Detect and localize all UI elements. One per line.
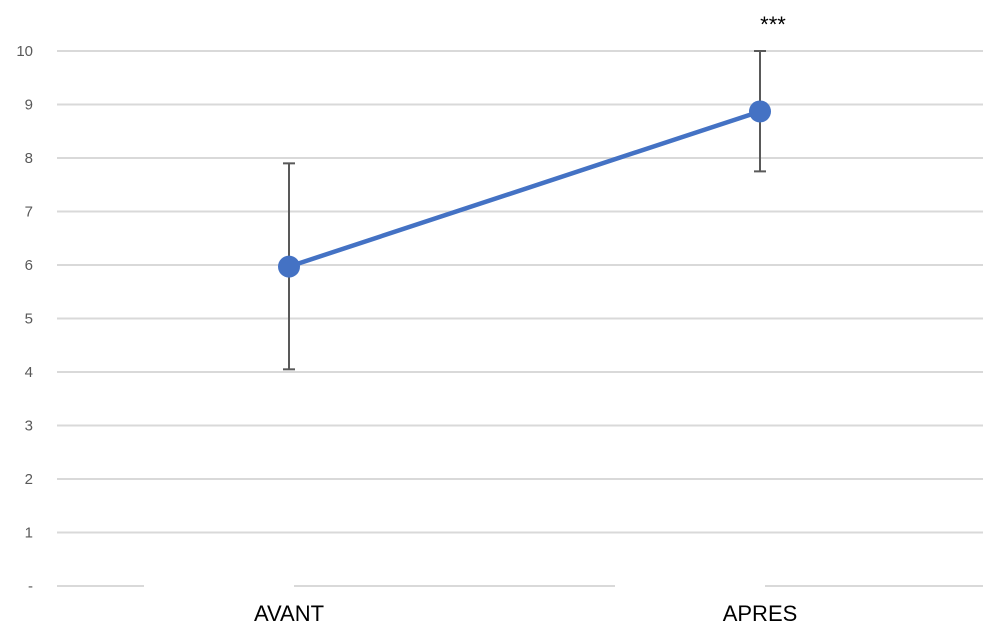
y-tick-label: 5	[25, 311, 33, 328]
y-tick-label: 9	[25, 97, 33, 114]
data-points	[278, 100, 771, 278]
data-point	[278, 255, 300, 278]
error-bars	[283, 50, 766, 371]
series-line-path	[286, 109, 763, 269]
x-category-label: APRES	[723, 601, 798, 626]
y-tick-label: 8	[25, 150, 33, 167]
y-tick-label: 10	[16, 43, 33, 60]
series-line	[286, 109, 763, 269]
annotations: ***	[760, 12, 786, 37]
y-tick-label: 7	[25, 204, 33, 221]
y-tick-label: 2	[25, 471, 33, 488]
data-point	[749, 100, 771, 123]
y-tick-label: 4	[25, 364, 33, 381]
y-axis-tick-labels: - 1 2 3 4 5 6 7 8 9 10	[16, 43, 33, 595]
significance-annotation: ***	[760, 12, 786, 37]
y-tick-label: 3	[25, 418, 33, 435]
x-axis-category-labels: AVANT APRES	[254, 601, 797, 626]
y-tick-label: 1	[25, 525, 33, 542]
x-category-label: AVANT	[254, 601, 324, 626]
y-tick-label: 6	[25, 257, 33, 274]
grid-lines	[57, 50, 983, 587]
y-tick-label: -	[28, 578, 33, 595]
